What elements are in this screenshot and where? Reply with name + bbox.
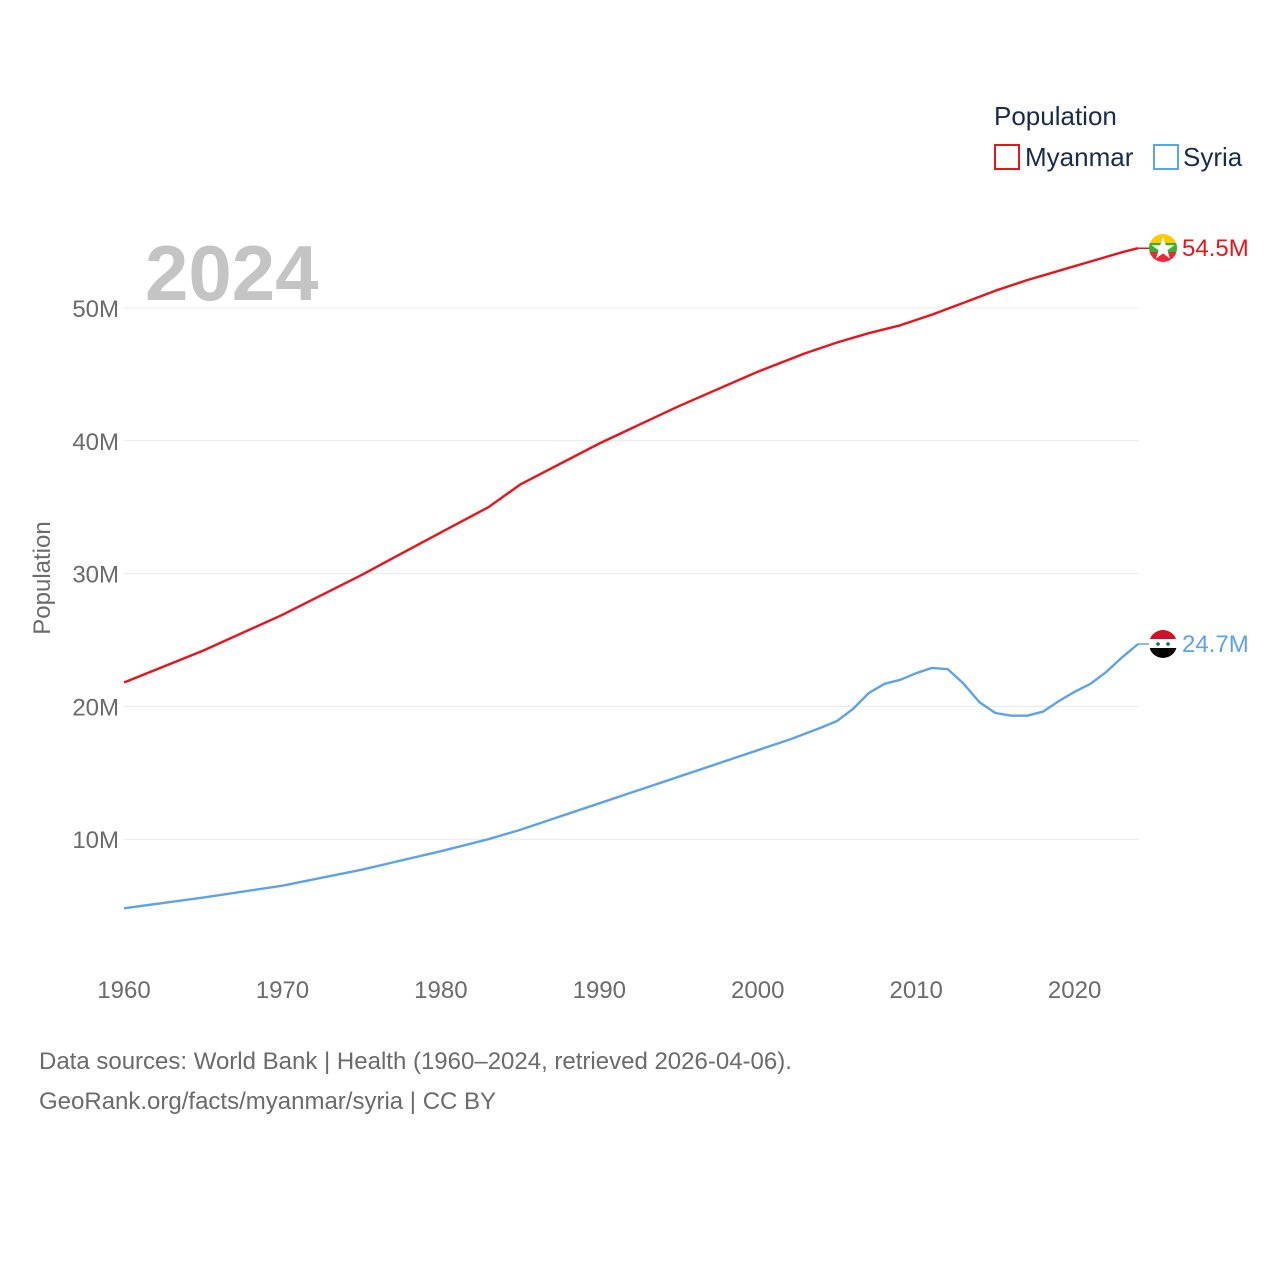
- y-tick-label: 10M: [72, 827, 119, 854]
- footer: Data sources: World Bank | Health (1960–…: [39, 1042, 792, 1122]
- series-line-syria: [123, 643, 1139, 910]
- x-tick-label: 2020: [1048, 977, 1101, 1004]
- legend-item-syria[interactable]: Syria: [1153, 142, 1243, 172]
- year-label: 2024: [145, 229, 319, 317]
- y-tick-label: 50M: [72, 296, 119, 323]
- y-axis-ticks: 10M 20M 30M 40M 50M: [72, 296, 119, 854]
- x-tick-label: 2010: [889, 977, 942, 1004]
- grid-lines: [124, 307, 1139, 840]
- end-labels: 54.5M 24.7M: [1138, 235, 1249, 658]
- legend-item-myanmar[interactable]: Myanmar: [994, 142, 1134, 172]
- legend-swatch-myanmar: [994, 144, 1020, 170]
- legend-label-syria: Syria: [1183, 142, 1243, 172]
- x-tick-label: 2000: [731, 977, 784, 1004]
- legend-label-myanmar: Myanmar: [1025, 142, 1134, 172]
- y-tick-label: 40M: [72, 429, 119, 456]
- series-line-myanmar: [123, 247, 1139, 684]
- series-lines: [123, 247, 1139, 910]
- myanmar-flag-icon: [1149, 234, 1177, 262]
- legend: Population Myanmar Syria: [994, 101, 1243, 172]
- x-axis-ticks: 1960 1970 1980 1990 2000 2010 2020: [97, 977, 1101, 1004]
- y-axis-title: Population: [29, 521, 56, 634]
- x-tick-label: 1980: [414, 977, 467, 1004]
- y-tick-label: 30M: [72, 562, 119, 589]
- x-tick-label: 1970: [256, 977, 309, 1004]
- end-label-myanmar: 54.5M: [1182, 235, 1249, 262]
- footer-attribution[interactable]: GeoRank.org/facts/myanmar/syria | CC BY: [39, 1088, 497, 1115]
- x-tick-label: 1990: [573, 977, 626, 1004]
- legend-title: Population: [994, 101, 1117, 131]
- footer-sources: Data sources: World Bank | Health (1960–…: [39, 1048, 792, 1075]
- legend-swatch-syria: [1153, 144, 1179, 170]
- y-tick-label: 20M: [72, 694, 119, 721]
- x-tick-label: 1960: [97, 977, 150, 1004]
- end-label-syria: 24.7M: [1182, 631, 1249, 658]
- syria-flag-icon: [1149, 630, 1177, 658]
